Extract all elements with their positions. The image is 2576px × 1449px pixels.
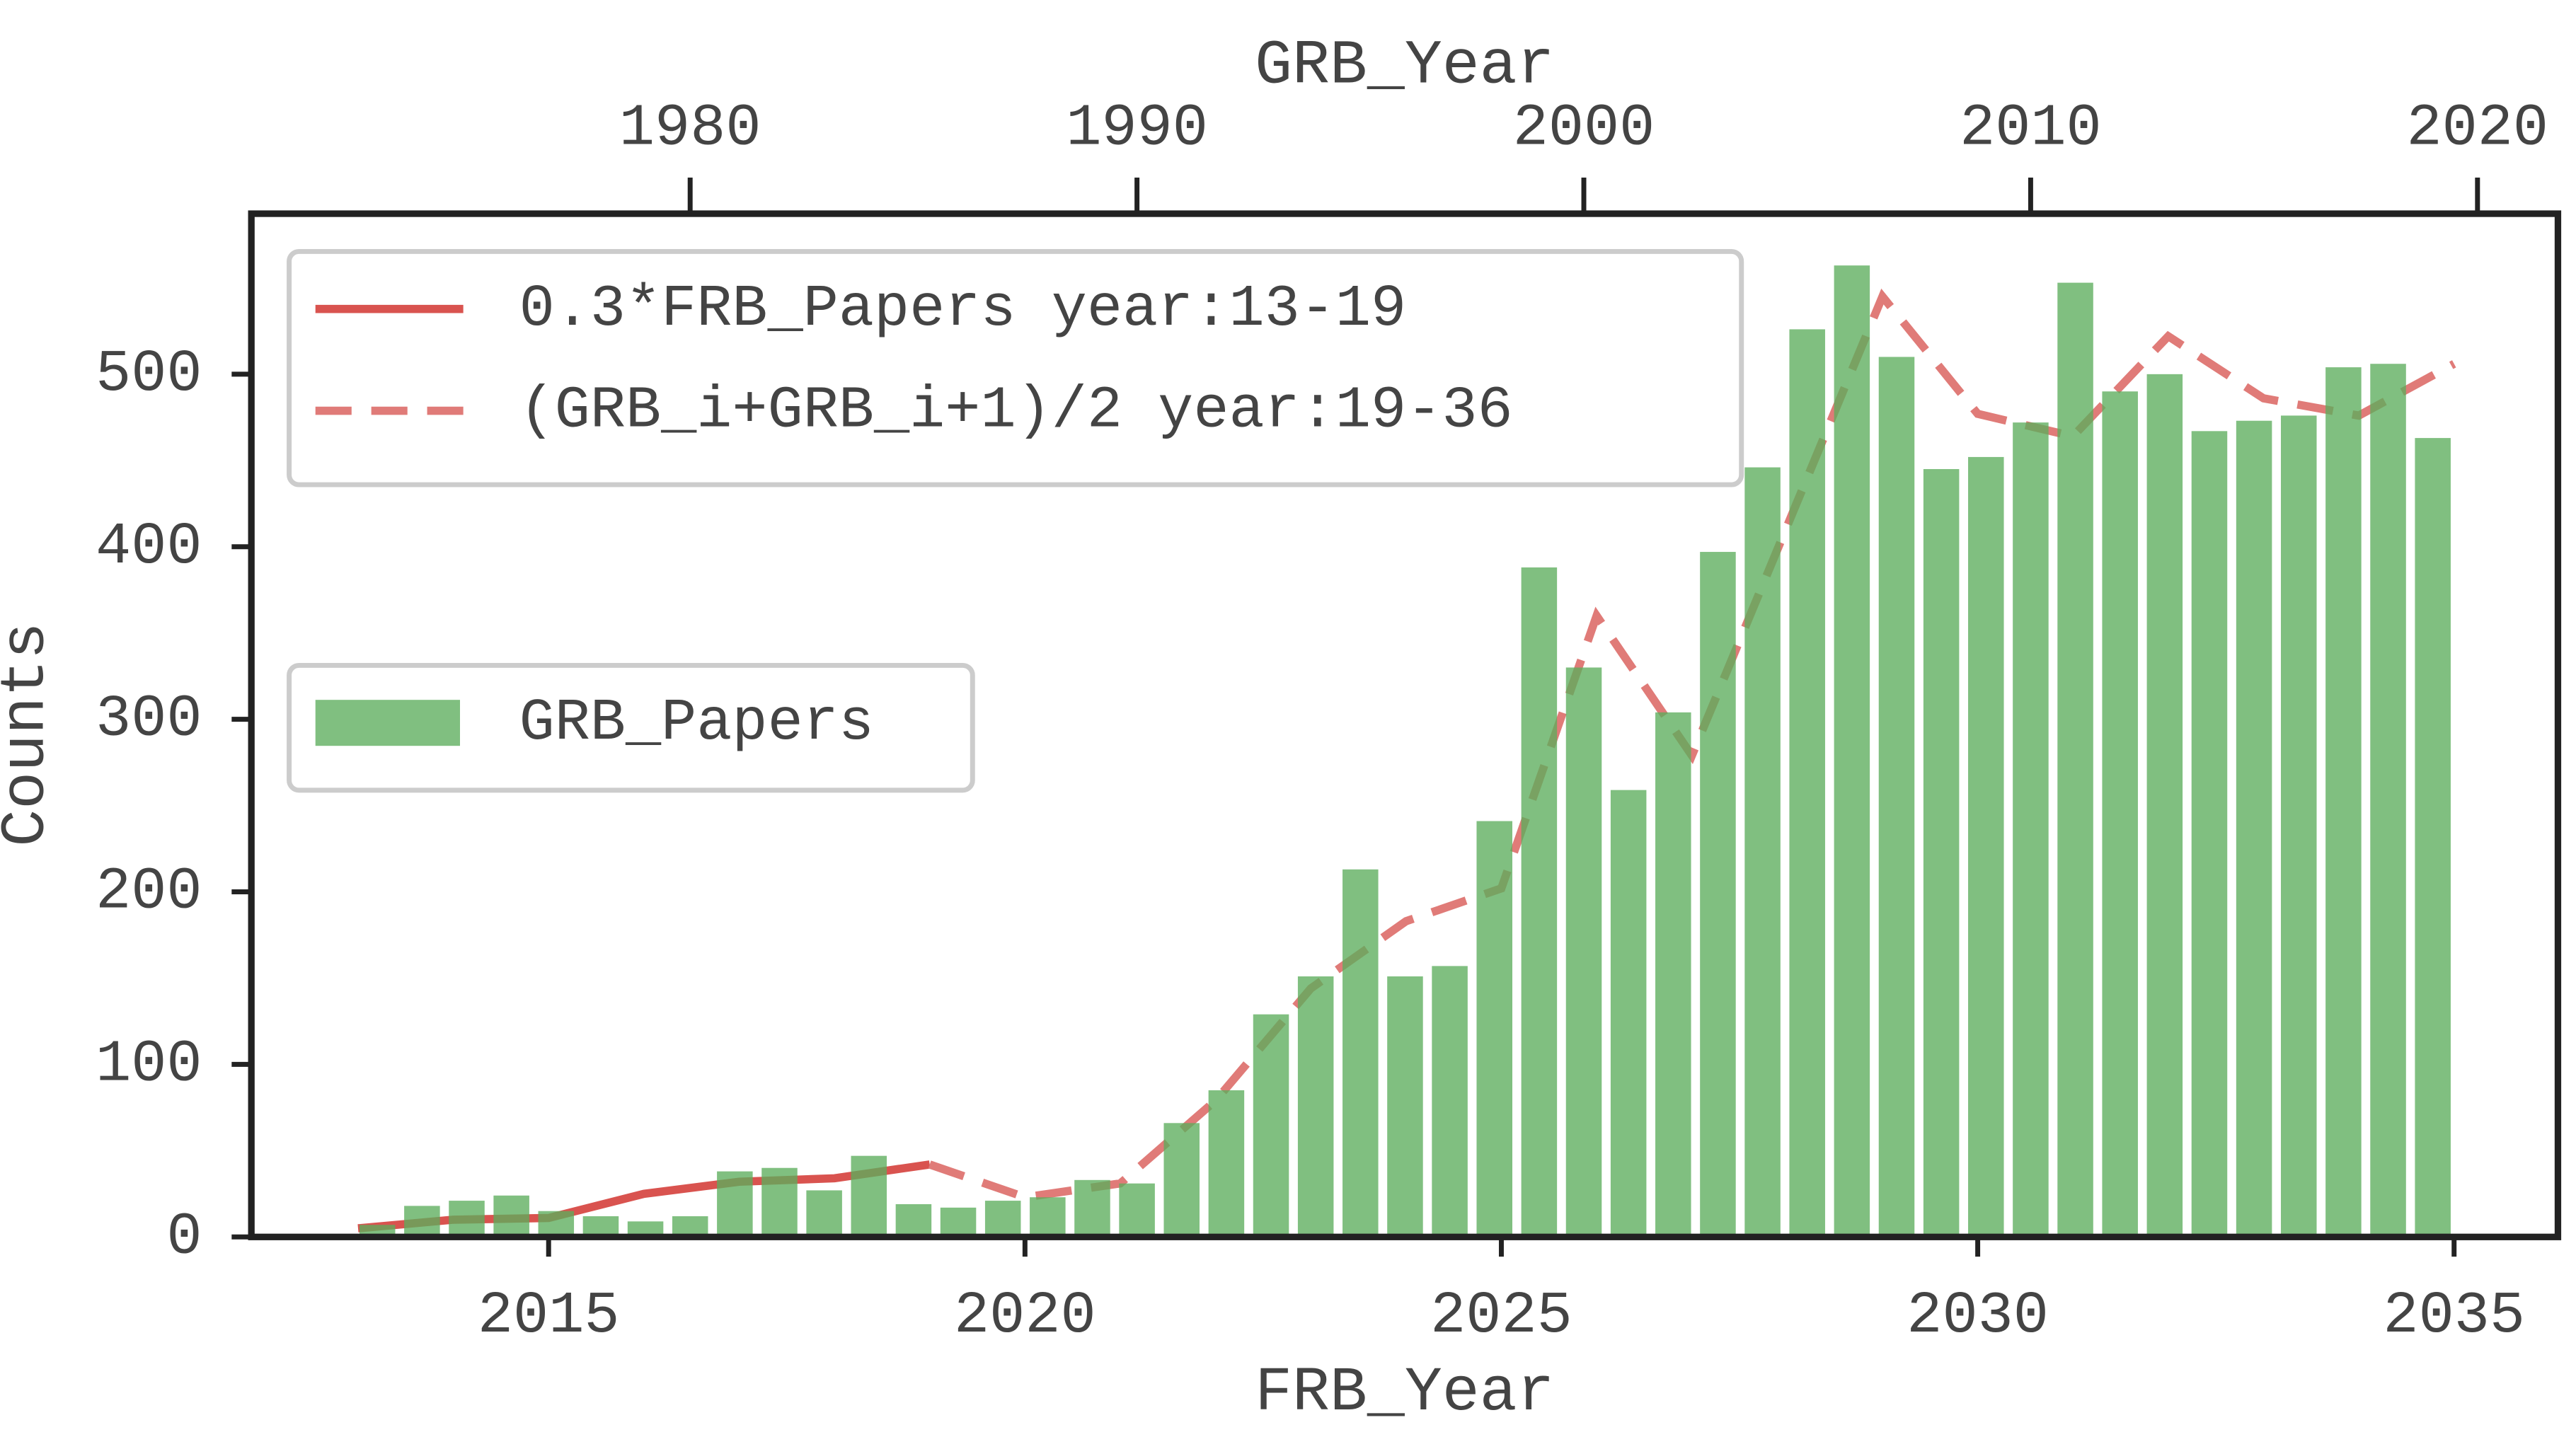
y-tick-label: 200 — [96, 859, 202, 926]
bar — [1253, 1014, 1289, 1237]
bar — [1878, 357, 1915, 1237]
x2-tick-label: 2000 — [1513, 95, 1655, 162]
bar — [538, 1211, 575, 1237]
bar — [1030, 1197, 1066, 1237]
bar — [1968, 456, 2004, 1237]
bar — [2191, 431, 2228, 1237]
bar — [1923, 468, 1960, 1237]
bar — [2325, 367, 2362, 1237]
bar — [1342, 869, 1379, 1237]
bar — [449, 1201, 485, 1237]
bar — [1521, 567, 1558, 1237]
x-tick-label: 2025 — [1430, 1283, 1572, 1350]
legend-box — [287, 248, 1744, 487]
bar — [1387, 976, 1423, 1237]
y-tick-label: 500 — [96, 341, 202, 408]
bar — [851, 1155, 887, 1237]
bar — [2370, 364, 2406, 1237]
x2-tick-label: 2020 — [2407, 95, 2549, 162]
x-tick-label: 2035 — [2383, 1283, 2525, 1350]
x-tick-label: 2020 — [954, 1283, 1096, 1350]
bar — [2146, 374, 2183, 1237]
bar — [1119, 1183, 1155, 1237]
bar — [2415, 438, 2451, 1237]
x2-tick-label: 2010 — [1960, 95, 2102, 162]
bar — [582, 1216, 619, 1237]
bar — [1789, 329, 1825, 1237]
y-tick-label: 400 — [96, 514, 202, 581]
bar — [1610, 790, 1647, 1237]
bar — [1163, 1123, 1200, 1237]
bar — [895, 1203, 932, 1237]
bar — [1074, 1179, 1110, 1237]
bar — [2102, 391, 2138, 1237]
bar — [940, 1207, 977, 1237]
bar — [2236, 420, 2272, 1237]
y-tick-label: 300 — [96, 686, 202, 754]
y-tick-label: 0 — [166, 1203, 202, 1271]
bar — [984, 1201, 1021, 1237]
bar — [1700, 552, 1736, 1237]
x-tick-label: 2030 — [1907, 1283, 2049, 1350]
bar — [2013, 422, 2049, 1237]
bar — [1655, 712, 1691, 1237]
bar — [806, 1190, 842, 1237]
legend-label: 0.3*FRB_Papers year:13-19 — [519, 276, 1407, 343]
bar — [493, 1195, 529, 1237]
plot-frame — [248, 210, 2562, 1240]
bar — [1565, 667, 1602, 1237]
bar — [672, 1216, 708, 1237]
bar — [761, 1167, 798, 1237]
bar — [404, 1206, 440, 1237]
bar — [2280, 415, 2317, 1237]
bar — [1208, 1090, 1245, 1237]
bar — [1834, 265, 1870, 1237]
y-axis-label: Counts — [0, 622, 62, 847]
bar — [627, 1221, 664, 1237]
y-tick-label: 100 — [96, 1031, 202, 1098]
bar — [1432, 966, 1468, 1237]
x2-tick-label: 1990 — [1066, 95, 1208, 162]
x2-tick-label: 1980 — [619, 95, 761, 162]
bar — [1744, 467, 1781, 1237]
bar — [2057, 282, 2093, 1237]
legend-label: GRB_Papers — [519, 690, 874, 757]
x-axis-label: FRB_Year — [1255, 1358, 1554, 1428]
bar — [717, 1171, 753, 1237]
bar — [1476, 821, 1512, 1237]
legend-swatch — [315, 700, 460, 746]
x-tick-label: 2015 — [478, 1283, 620, 1350]
legend-box — [287, 662, 975, 793]
bar — [1297, 976, 1334, 1237]
x2-axis-label: GRB_Year — [1255, 31, 1554, 101]
legend-label: (GRB_i+GRB_i+1)/2 year:19-36 — [519, 378, 1513, 445]
